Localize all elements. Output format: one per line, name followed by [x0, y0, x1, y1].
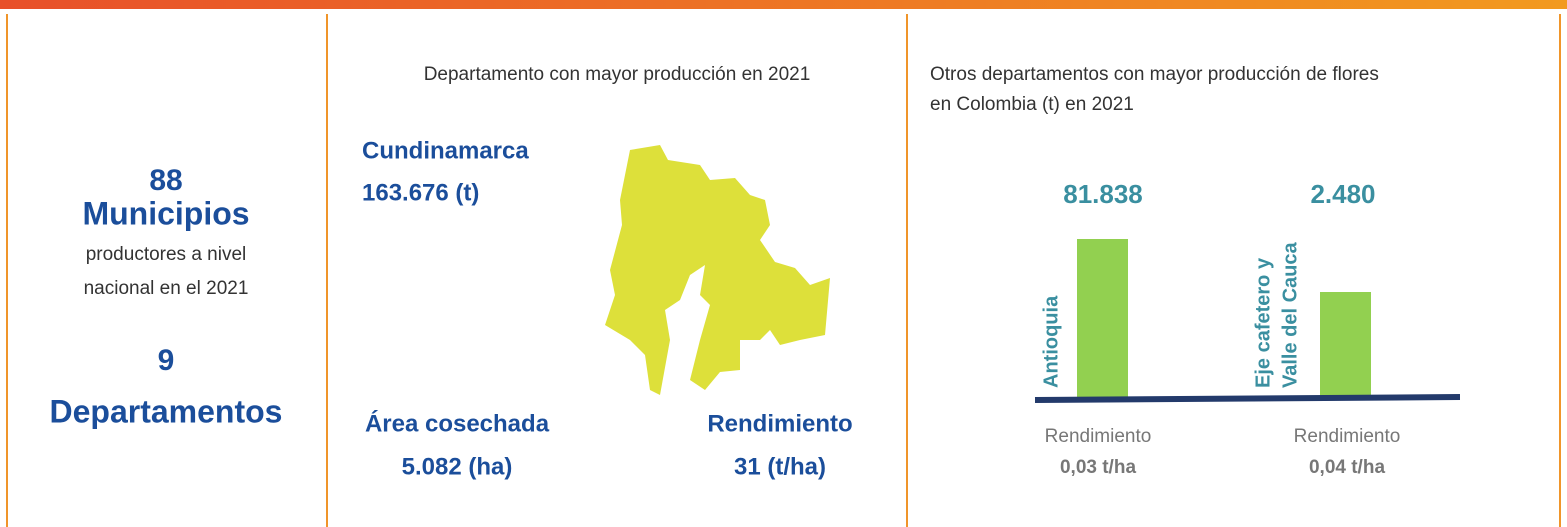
item-name: Antioquia [1040, 295, 1062, 388]
department-name: Cundinamarca [362, 137, 529, 164]
item-yield-value: 0,03 t/ha [1060, 457, 1136, 478]
item-yield-label: Rendimiento [1045, 426, 1152, 447]
item-name: Eje cafetero y [1252, 257, 1274, 388]
yield-value: 31 (t/ha) [734, 453, 826, 480]
municipios-desc: nacional en el 2021 [84, 278, 249, 299]
yield-label: Rendimiento [707, 410, 852, 437]
right-title: Otros departamentos con mayor producción… [930, 64, 1379, 85]
top-band [0, 0, 1567, 9]
departamentos-count: 9 [158, 344, 175, 377]
municipios-count: 88 [149, 164, 182, 197]
item-value: 81.838 [1063, 179, 1143, 209]
departamentos-label: Departamentos [50, 393, 283, 429]
municipios-label: Municipios [82, 195, 249, 231]
item-yield-label: Rendimiento [1294, 426, 1401, 447]
item-yield-value: 0,04 t/ha [1309, 457, 1385, 478]
bar [1320, 292, 1371, 399]
item-name: Valle del Cauca [1279, 241, 1301, 388]
bar [1077, 239, 1128, 399]
middle-title: Departamento con mayor producción en 202… [424, 64, 811, 85]
map [605, 145, 830, 395]
department-production: 163.676 (t) [362, 179, 479, 206]
area-label: Área cosechada [365, 409, 550, 437]
item-value: 2.480 [1310, 179, 1375, 209]
right-title: en Colombia (t) en 2021 [930, 94, 1134, 115]
area-value: 5.082 (ha) [402, 453, 513, 480]
municipios-desc: productores a nivel [86, 244, 247, 265]
dividers [6, 14, 1561, 527]
baseline [1034, 394, 1461, 403]
